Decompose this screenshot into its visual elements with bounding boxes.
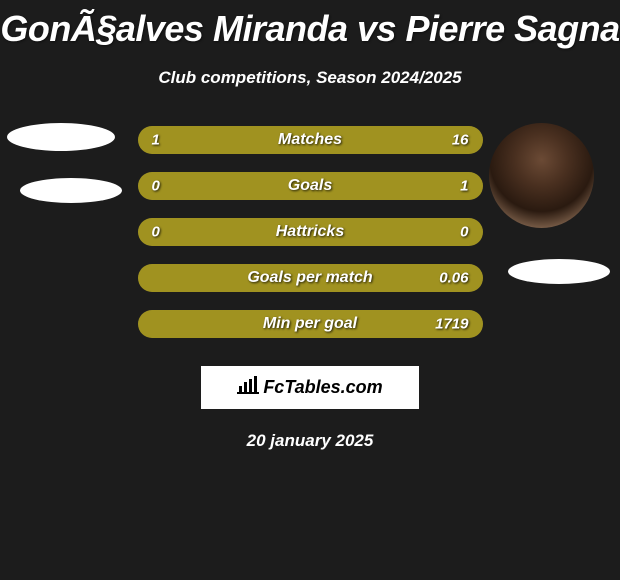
page-subtitle: Club competitions, Season 2024/2025 — [0, 68, 620, 88]
stat-value-right: 1 — [460, 178, 468, 195]
stat-row: 0 Goals 1 — [138, 172, 483, 200]
stats-container: 1 Matches 16 0 Goals 1 0 Hattricks 0 Goals per ma… — [0, 126, 620, 338]
stat-value-left: 0 — [152, 224, 160, 241]
stat-value-right: 0.06 — [439, 270, 468, 287]
stat-label: Min per goal — [263, 315, 357, 333]
logo-text: FcTables.com — [263, 377, 382, 398]
chart-icon — [237, 376, 259, 399]
logo-box: FcTables.com — [201, 366, 419, 409]
stat-value-right: 16 — [452, 132, 469, 149]
stat-row: 1 Matches 16 — [138, 126, 483, 154]
date-text: 20 january 2025 — [0, 431, 620, 451]
stat-row: 0 Hattricks 0 — [138, 218, 483, 246]
stat-label: Goals — [288, 177, 332, 195]
page-title: GonÃ§alves Miranda vs Pierre Sagna — [0, 0, 620, 50]
stat-value-left: 1 — [152, 132, 160, 149]
stat-label: Hattricks — [276, 223, 344, 241]
stat-label: Goals per match — [247, 269, 372, 287]
stat-value-right: 1719 — [435, 316, 468, 333]
stat-row: Min per goal 1719 — [138, 310, 483, 338]
stat-value-left: 0 — [152, 178, 160, 195]
stat-row: Goals per match 0.06 — [138, 264, 483, 292]
stat-label: Matches — [278, 131, 342, 149]
stat-value-right: 0 — [460, 224, 468, 241]
